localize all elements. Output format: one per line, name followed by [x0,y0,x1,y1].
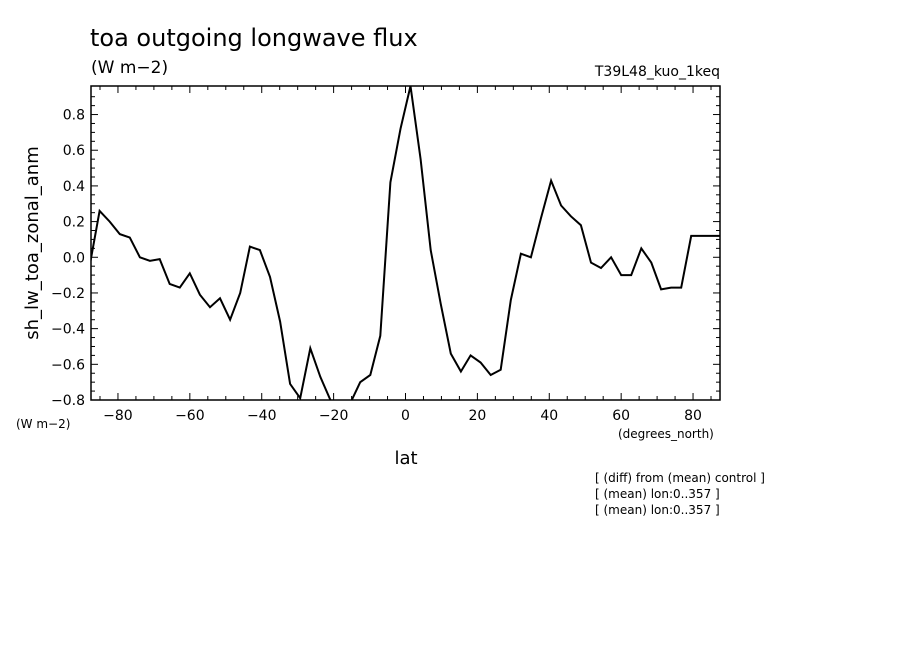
x-tick-label: 80 [684,408,702,424]
x-axis-label: lat [394,448,417,469]
x-tick-label: −60 [175,408,205,424]
x-tick-label: 0 [401,408,410,424]
chart-title: toa outgoing longwave flux [90,24,418,52]
x-tick-label: −80 [103,408,133,424]
note-line-1: [ (diff) from (mean) control ] [595,471,765,485]
chart-subtitle: (W m−2) [91,58,168,78]
note-line-2: [ (mean) lon:0..357 ] [595,487,720,501]
axis-ticks [91,86,720,401]
x-tick-label: 20 [468,408,486,424]
x-axis-units: (degrees_north) [618,427,714,441]
x-tick-label: 40 [540,408,558,424]
y-tick-label: −0.6 [51,357,85,373]
y-tick-label: 0.6 [63,143,85,159]
y-tick-label: 0.8 [63,108,85,124]
x-tick-label: −20 [319,408,349,424]
y-tick-label: −0.2 [51,286,85,302]
y-tick-label: 0.2 [63,215,85,231]
y-tick-label: 0.0 [63,250,85,266]
y-axis-label: sh_lw_toa_zonal_anm [22,146,43,339]
y-tick-label: −0.4 [51,322,85,338]
y-axis-units: (W m−2) [16,417,70,431]
x-tick-label: 60 [612,408,630,424]
plot-frame [90,85,721,401]
y-tick-label: −0.8 [51,393,85,409]
data-series-line [91,86,720,400]
y-tick-label: 0.4 [63,179,85,195]
tick-labels: −80 −60 −40 −20 0 20 40 60 80 −0.8 −0.6 −0.4 −0.2 0.0… [51,108,702,424]
run-label: T39L48_kuo_1keq [594,64,720,80]
x-tick-label: −40 [247,408,277,424]
note-line-3: [ (mean) lon:0..357 ] [595,503,720,517]
